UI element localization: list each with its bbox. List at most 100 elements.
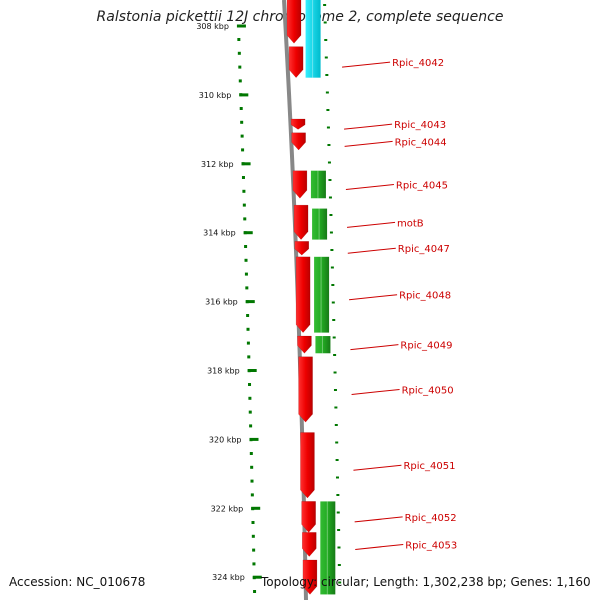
gene-label: Rpic_4050 <box>402 385 454 396</box>
track-dot <box>242 189 246 193</box>
cyan-feature <box>305 0 321 78</box>
track-dot <box>245 286 249 290</box>
track-dot <box>248 396 252 400</box>
kbp-tick <box>245 300 255 304</box>
label-leader-line <box>349 294 398 301</box>
track-dot <box>251 534 255 538</box>
gene-label: Rpic_4052 <box>405 513 457 524</box>
track-dot <box>252 562 256 566</box>
track-dot <box>251 521 255 524</box>
track-dot <box>238 79 242 83</box>
outer-track-dot <box>335 459 339 461</box>
kbp-tick-label: 310 kbp <box>199 91 232 100</box>
outer-track-dot <box>333 354 337 356</box>
kbp-ticks: 308 kbp 310 kbp 312 kbp 314 kbp 316 kbp 318 k… <box>196 22 262 582</box>
outer-track-dot <box>326 109 330 111</box>
track-dot <box>237 38 241 41</box>
track-dot <box>250 479 254 483</box>
outer-track-dot <box>330 249 334 251</box>
kbp-tick-label: 314 kbp <box>203 229 236 238</box>
outer-track-dot <box>331 284 335 286</box>
kbp-tick <box>247 369 257 372</box>
kbp-tick <box>251 506 261 510</box>
kbp-tick <box>249 437 259 441</box>
inner-tick-track <box>237 38 257 593</box>
outer-track-dot <box>331 301 335 304</box>
reverse-gene-block <box>315 336 331 354</box>
outer-track-dot <box>328 196 332 199</box>
gene-arrow <box>301 532 317 557</box>
gene-label: Rpic_4048 <box>399 291 451 302</box>
track-dot <box>249 424 253 428</box>
track-dot <box>250 493 254 497</box>
outer-dot-track <box>323 4 342 584</box>
forward-strand-genes <box>286 0 318 595</box>
kbp-tick <box>252 575 262 579</box>
reverse-strand-features <box>305 0 336 595</box>
track-dot <box>237 51 241 55</box>
outer-track-dot <box>334 406 338 409</box>
label-leader-line <box>345 183 394 190</box>
outer-track-dot <box>332 336 336 339</box>
gene-label: Rpic_4045 <box>396 180 448 191</box>
gene-arrow <box>300 432 315 499</box>
label-leader-line <box>353 464 402 471</box>
kbp-tick-label: 316 kbp <box>205 298 238 307</box>
gene-arrow <box>298 356 313 423</box>
outer-track-dot <box>328 179 332 181</box>
reverse-gene-block <box>310 170 326 199</box>
gene-arrow <box>295 256 311 333</box>
gene-arrow <box>302 559 318 595</box>
track-dot <box>244 245 248 248</box>
outer-track-dot <box>323 21 327 24</box>
gene-arrow <box>292 170 308 199</box>
outer-track-dot <box>327 144 331 146</box>
label-leader-line <box>350 344 399 351</box>
outer-track-dot <box>336 511 340 514</box>
outer-track-dot <box>336 494 340 496</box>
outer-track-dot <box>324 39 328 41</box>
gene-arrow <box>297 335 312 354</box>
outer-track-dot <box>330 266 334 269</box>
gene-label: motB <box>397 218 424 229</box>
track-dot <box>248 410 252 414</box>
outer-track-dot <box>326 126 330 129</box>
track-dot <box>243 217 247 221</box>
track-dot <box>240 134 244 138</box>
track-dot <box>244 272 248 276</box>
gene-arrow <box>293 204 309 240</box>
track-dot <box>241 176 245 179</box>
outer-track-dot <box>325 91 329 94</box>
gene-label: Rpic_4043 <box>394 120 446 131</box>
track-dot <box>239 107 243 110</box>
kbp-tick-label: 322 kbp <box>211 504 244 513</box>
kbp-tick-label: 308 kbp <box>196 22 229 31</box>
track-dot <box>246 314 250 317</box>
reverse-gene-block <box>312 208 328 240</box>
track-dot <box>249 452 253 455</box>
outer-track-dot <box>338 581 342 584</box>
kbp-tick-label: 324 kbp <box>212 573 245 582</box>
outer-track-dot <box>333 371 337 374</box>
gene-label: Rpic_4049 <box>400 341 452 352</box>
outer-track-dot <box>325 74 329 76</box>
track-dot <box>250 465 254 469</box>
track-dot <box>244 258 248 262</box>
kbp-tick <box>243 231 253 235</box>
outer-track-dot <box>337 546 341 549</box>
reverse-gene-block <box>314 256 330 333</box>
gene-label: Rpic_4042 <box>392 58 444 69</box>
gene-arrow <box>291 132 306 151</box>
kbp-tick-label: 318 kbp <box>207 367 240 376</box>
gene-arrow <box>286 0 302 44</box>
track-dot <box>242 203 246 207</box>
track-dot <box>252 548 256 552</box>
track-dot <box>247 355 251 359</box>
outer-track-dot <box>335 441 339 444</box>
track-dot <box>241 148 245 152</box>
track-dot <box>246 327 250 331</box>
track-dot <box>240 120 244 124</box>
label-leader-line <box>346 221 396 228</box>
outer-track-dot <box>334 424 338 426</box>
